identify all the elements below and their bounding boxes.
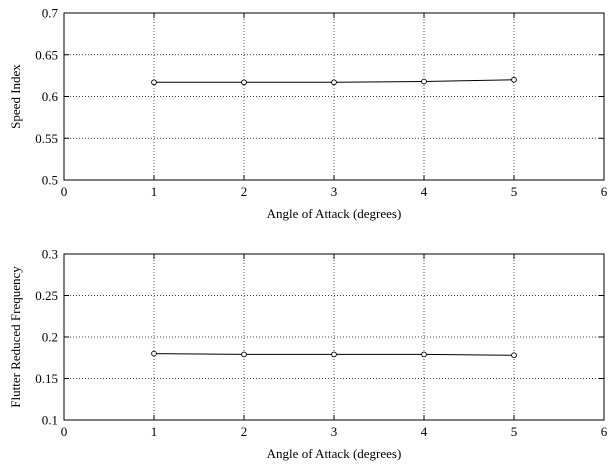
- y-axis-label: Flutter Reduced Frequency: [8, 266, 23, 408]
- data-point: [511, 352, 517, 359]
- data-point: [151, 79, 157, 86]
- y-tick-label: 0.5: [42, 173, 58, 188]
- data-point: [331, 79, 337, 86]
- x-tick-label: 4: [421, 184, 428, 199]
- data-point: [151, 350, 157, 357]
- chart-2: 0 1 2 3 4 5 6 0.1 0.15 0.2 0.25 0.3 Angle of Attack …: [8, 247, 608, 462]
- y-tick-label: 0.65: [35, 47, 58, 62]
- data-point: [241, 79, 247, 86]
- x-tick-label: 5: [511, 184, 518, 199]
- x-tick-label: 6: [601, 184, 608, 199]
- x-tick-label: 0: [61, 184, 68, 199]
- x-tick-label: 3: [331, 184, 338, 199]
- data-point: [421, 78, 427, 85]
- y-axis-label: Speed Index: [8, 64, 23, 129]
- x-axis-label: Angle of Attack (degrees): [267, 206, 402, 221]
- x-tick-label: 0: [61, 424, 68, 439]
- x-axis-label: Angle of Attack (degrees): [267, 446, 402, 461]
- x-tick-label: 4: [421, 424, 428, 439]
- x-tick-label: 2: [241, 184, 248, 199]
- x-tick-label: 2: [241, 424, 248, 439]
- x-tick-label: 5: [511, 424, 518, 439]
- data-point: [241, 351, 247, 358]
- y-tick-label: 0.15: [35, 371, 58, 386]
- y-tick-label: 0.2: [42, 330, 58, 345]
- x-tick-label: 1: [151, 424, 158, 439]
- x-tick-label: 1: [151, 184, 158, 199]
- y-tick-label: 0.25: [35, 288, 58, 303]
- data-point: [331, 351, 337, 358]
- data-point: [511, 76, 517, 83]
- data-point: [421, 351, 427, 358]
- x-tick-label: 6: [601, 424, 608, 439]
- y-tick-label: 0.55: [35, 131, 58, 146]
- x-tick-label: 3: [331, 424, 338, 439]
- y-tick-label: 0.3: [42, 247, 58, 262]
- y-tick-label: 0.6: [42, 89, 59, 104]
- y-tick-label: 0.1: [42, 413, 58, 428]
- chart-1: 0 1 2 3 4 5 6 0.5 0.55 0.6 0.65 0.7 Angle of Attack …: [8, 6, 608, 222]
- y-tick-label: 0.7: [42, 6, 59, 21]
